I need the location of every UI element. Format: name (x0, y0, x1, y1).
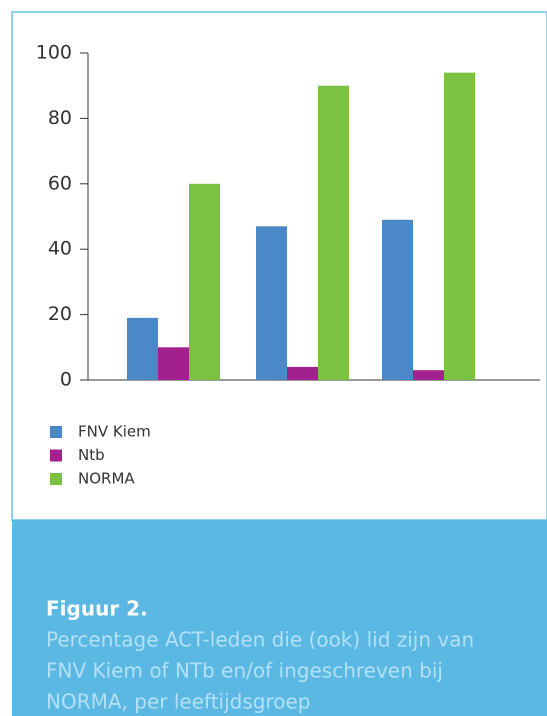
legend-label: NORMA (78, 470, 135, 488)
caption-box (12, 520, 547, 716)
legend-label: FNV Kiem (78, 423, 151, 441)
legend-swatch (50, 473, 62, 485)
bar (127, 317, 158, 380)
legend-swatch (50, 449, 62, 462)
caption-title: Figuur 2. (46, 597, 148, 621)
legend-swatch (50, 426, 62, 438)
y-tick-label: 40 (48, 238, 72, 260)
bar (189, 183, 220, 380)
bar (318, 85, 349, 380)
y-tick-label: 100 (36, 42, 72, 64)
y-tick-label: 0 (60, 369, 72, 391)
bar (158, 347, 189, 380)
y-tick-label: 60 (48, 172, 72, 194)
bar (382, 219, 413, 380)
legend-label: Ntb (78, 446, 105, 464)
bar (256, 226, 287, 380)
y-tick-label: 80 (48, 107, 72, 129)
caption-line: NORMA, per leeftijdsgroep (46, 690, 310, 714)
bar (444, 72, 475, 381)
caption-line: FNV Kiem of NTb en/of ingeschreven bij (46, 659, 443, 683)
caption-line: Percentage ACT-leden die (ook) lid zijn … (46, 628, 474, 652)
bar (287, 366, 318, 380)
bar (413, 370, 444, 380)
y-tick-label: 20 (48, 303, 72, 325)
